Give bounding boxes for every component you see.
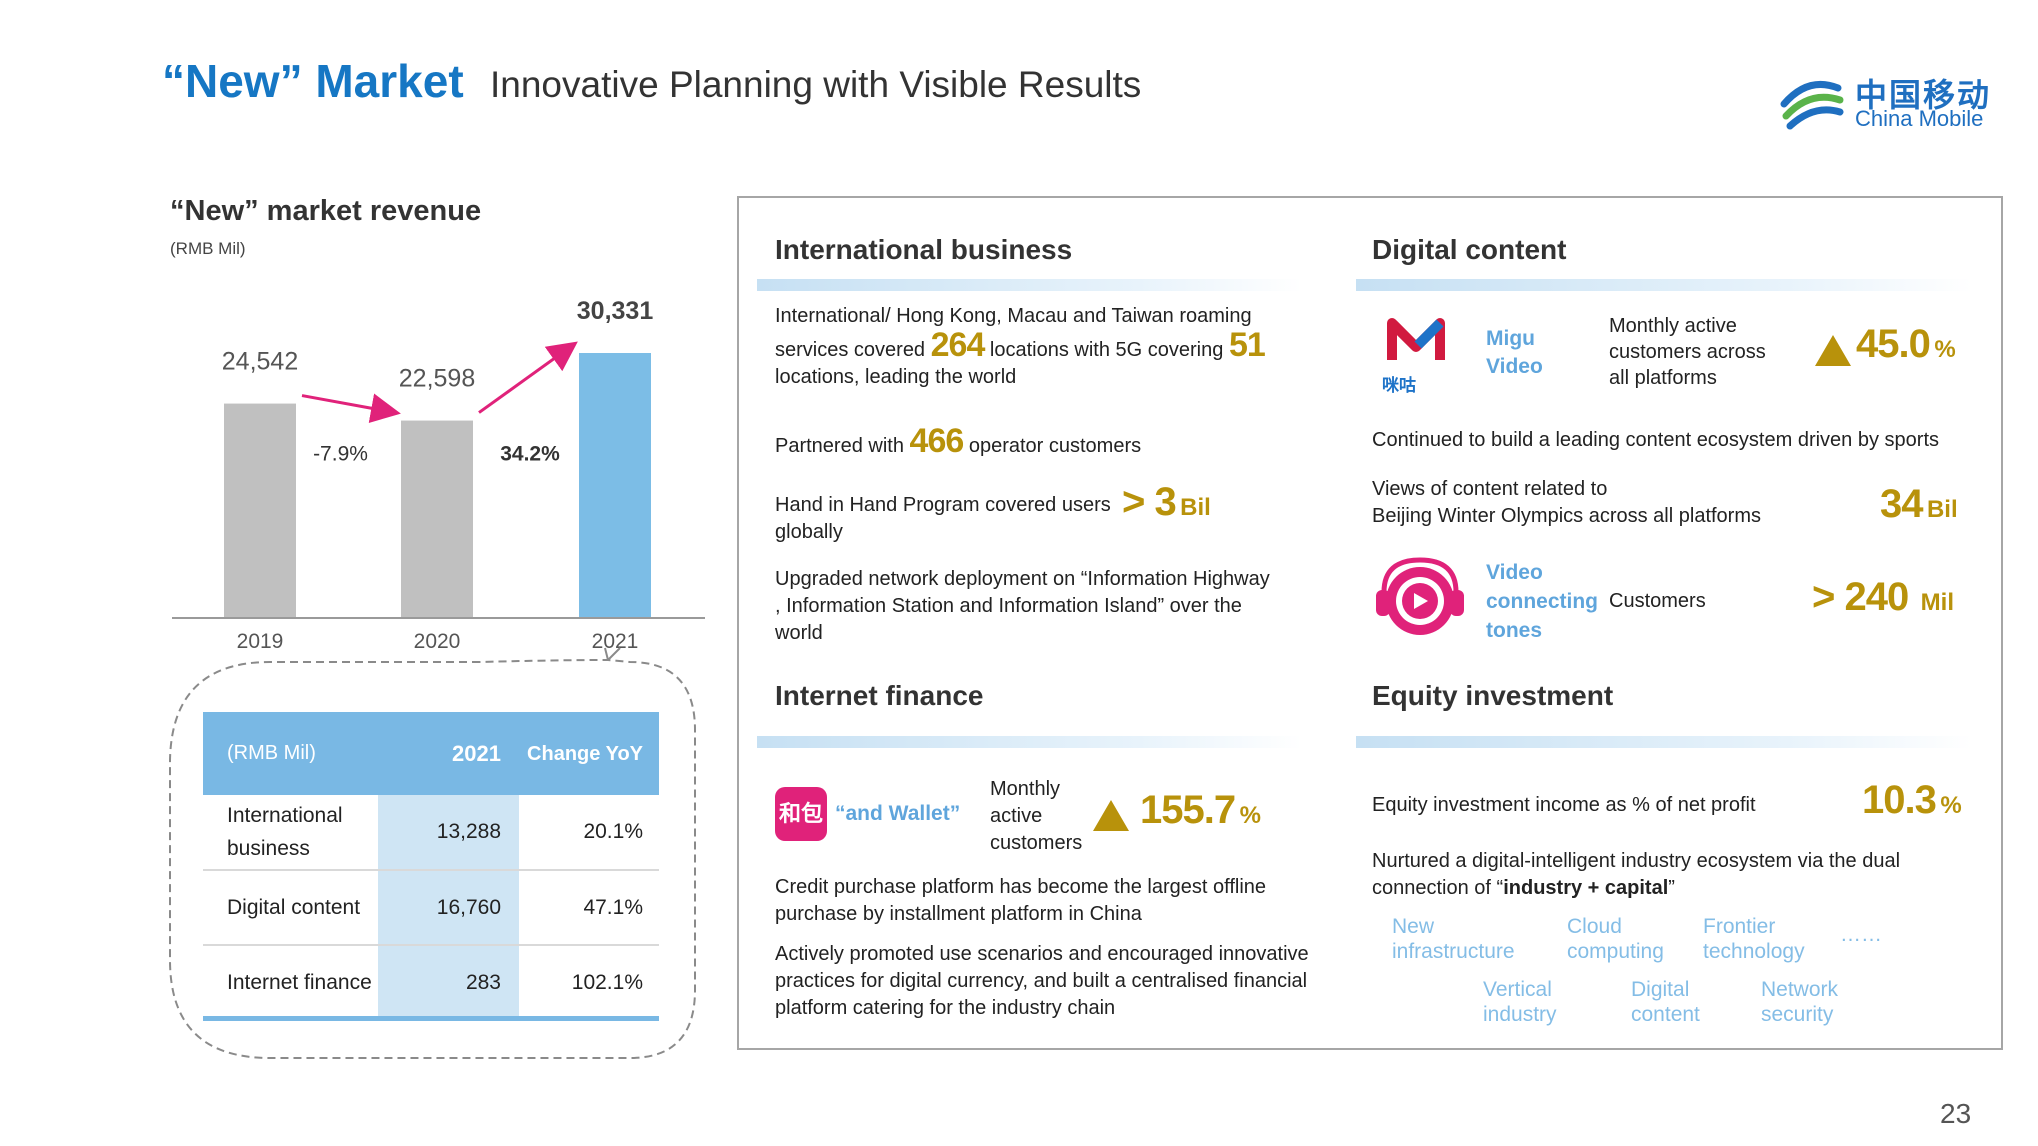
tag-frontier-technology: Frontier technology — [1703, 915, 1805, 963]
partner-text: Partnered with 466 operator customers — [775, 422, 1142, 460]
growth-label: 34.2% — [500, 443, 560, 466]
ecosystem-text: Continued to build a leading content eco… — [1372, 429, 1940, 451]
row-label: Internet finance — [203, 945, 378, 1021]
tag-new-infrastructure: New infrastructure — [1392, 915, 1515, 963]
row-change: 102.1% — [519, 945, 659, 1021]
growth-arrow — [478, 341, 578, 414]
revenue-bar-chart: 24,542 2019 22,598 2020 30,331 2021 -7.9% 34.2% — [172, 297, 705, 653]
equity-income-label: Equity investment income as % of net pro… — [1372, 794, 1756, 816]
wallet-growth-value: 155.7 % — [1140, 788, 1261, 832]
tag-digital-content: Digital content — [1631, 978, 1700, 1026]
table-row: Digital content 16,760 47.1% — [203, 870, 659, 946]
x-tick-label: 2020 — [414, 630, 461, 653]
roaming-text: International/ Hong Kong, Macau and Taiw… — [775, 305, 1266, 388]
roaming-5g-number: 51 — [1228, 326, 1266, 364]
increase-triangle-icon — [1093, 800, 1129, 831]
bar-2019 — [224, 403, 296, 618]
x-tick-label: 2021 — [592, 630, 639, 653]
finance-title-bar — [757, 736, 1302, 748]
wallet-description: Monthly active customers — [990, 778, 1083, 854]
page-title: “New” Market — [162, 55, 464, 107]
equity-income-value: 10.3 % — [1862, 778, 1962, 822]
vct-description: Customers — [1609, 590, 1706, 612]
video-connecting-tones-label: Video connecting tones — [1486, 561, 1599, 642]
row-change: 47.1% — [519, 870, 659, 946]
row-label: Digital content — [203, 870, 378, 946]
olympics-text: Views of content related to Beijing Wint… — [1372, 478, 1761, 527]
tag-vertical-industry: Vertical industry — [1483, 978, 1557, 1026]
table-row: Internet finance 283 102.1% — [203, 945, 659, 1021]
bar-value-label: 30,331 — [577, 297, 654, 325]
growth-arrow — [301, 393, 401, 424]
bar-2021 — [579, 353, 651, 618]
tag-cloud-computing: Cloud computing — [1567, 915, 1664, 963]
chart-unit: (RMB Mil) — [170, 239, 246, 258]
migu-description: Monthly active customers across all plat… — [1609, 315, 1766, 389]
table-header-unit: (RMB Mil) — [203, 712, 378, 795]
and-wallet-label: “and Wallet” — [835, 802, 961, 825]
equity-title-bar — [1356, 736, 1972, 748]
bar-2020 — [401, 420, 473, 618]
finance-title: Internet finance — [775, 680, 984, 711]
credit-text: Credit purchase platform has become the … — [775, 876, 1267, 925]
international-title-bar — [757, 279, 1302, 291]
row-change: 20.1% — [519, 795, 659, 871]
olympics-views-value: 34 Bil — [1880, 482, 1958, 526]
vct-customers-value: > 240 Mil — [1812, 575, 1954, 619]
china-mobile-logo-icon — [1778, 66, 1846, 139]
and-wallet-logo-icon: 和包 — [775, 787, 827, 841]
migu-video-logo-icon: 咪咕 — [1378, 305, 1458, 395]
bar-value-label: 24,542 — [222, 348, 298, 376]
tag-network-security: Network security — [1761, 978, 1839, 1026]
table-header-change: Change YoY — [519, 712, 659, 795]
digital-title: Digital content — [1372, 234, 1567, 265]
business-panel — [737, 196, 2003, 1050]
nurtured-text: Nurtured a digital-intelligent industry … — [1372, 850, 1901, 899]
currency-text: Actively promoted use scenarios and enco… — [775, 943, 1309, 1019]
upgrade-text: Upgraded network deployment on “Informat… — [775, 568, 1270, 644]
hand-in-hand-value: > 3 Bil — [1122, 480, 1211, 524]
video-tone-logo-icon — [1370, 556, 1470, 647]
table-bottom-rule — [203, 1016, 659, 1021]
row-value: 13,288 — [378, 795, 519, 871]
callout-dashed-outline — [169, 647, 696, 1059]
table-header-year: 2021 — [378, 712, 519, 795]
tag-ellipsis: …… — [1840, 923, 1882, 946]
logo-english-text: China Mobile — [1855, 106, 1984, 131]
page-number: 23 — [1940, 1098, 1972, 1129]
row-value: 16,760 — [378, 870, 519, 946]
logo-chinese-text: 中国移动 — [1855, 77, 1992, 113]
row-label: International business — [203, 795, 378, 871]
detail-table-container: (RMB Mil) 2021 Change YoY International … — [203, 712, 659, 1021]
bar-value-label: 22,598 — [399, 365, 475, 393]
page-subtitle: Innovative Planning with Visible Results — [490, 64, 1142, 105]
increase-triangle-icon — [1815, 335, 1851, 366]
table-header-row: (RMB Mil) 2021 Change YoY — [203, 712, 659, 795]
migu-video-label: Migu Video — [1486, 327, 1543, 378]
growth-label: -7.9% — [313, 443, 368, 466]
hand-in-hand-text: Hand in Hand Program covered users globa… — [775, 494, 1111, 543]
detail-table: (RMB Mil) 2021 Change YoY International … — [203, 712, 659, 1021]
international-title: International business — [775, 234, 1073, 265]
chart-title: “New” market revenue — [170, 195, 482, 227]
migu-growth-value: 45.0 % — [1856, 322, 1956, 366]
table-row: International business 13,288 20.1% — [203, 795, 659, 871]
roaming-locations-number: 264 — [930, 326, 986, 364]
partner-number: 466 — [909, 422, 965, 460]
x-tick-label: 2019 — [237, 630, 284, 653]
row-value: 283 — [378, 945, 519, 1021]
equity-title: Equity investment — [1372, 680, 1614, 711]
digital-title-bar — [1356, 279, 1972, 291]
